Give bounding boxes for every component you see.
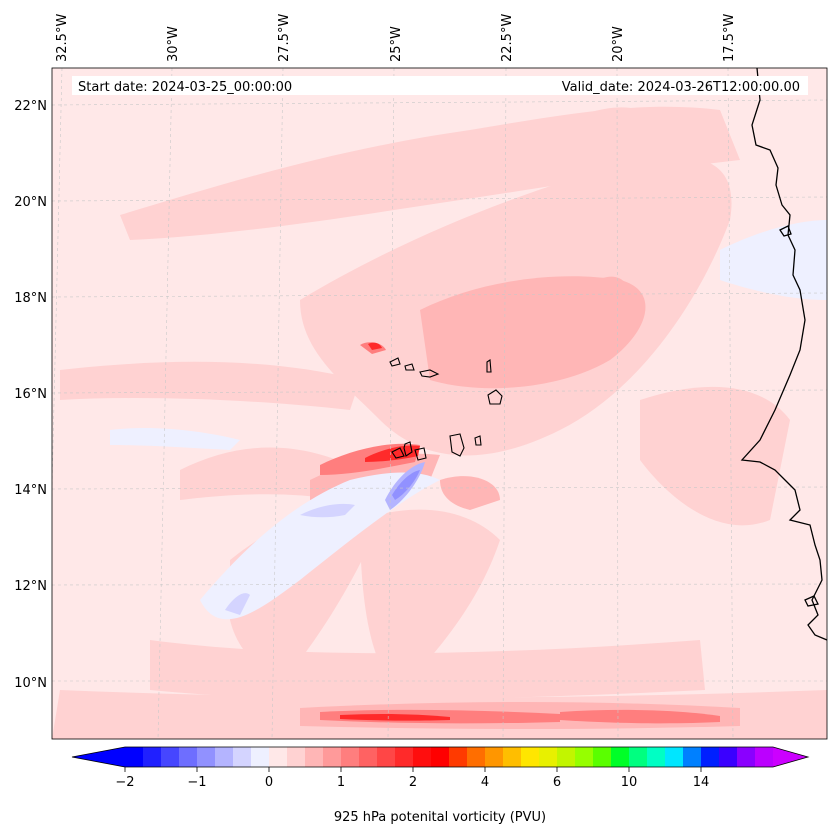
colorbar-extend-high [773,747,808,767]
coastline-africa [740,68,827,641]
colorbar-segment [575,747,594,767]
pv-contours-negative [110,220,827,620]
colorbar: −2 −1 0 1 2 4 6 10 14 925 hPa potenital vorticit… [71,746,810,825]
lon-label: 25°W [389,26,404,62]
lat-label: 20°N [14,195,47,210]
latitude-labels: 22°N 20°N 18°N 16°N 14°N 12°N 10°N [14,99,47,691]
lon-label: 22.5°W [500,14,515,62]
colorbar-segment [467,747,486,767]
colorbar-tick-label: −2 [115,775,134,790]
pv-contours-max [340,342,450,721]
colorbar-segment [737,747,756,767]
longitude-labels: 32.5°W 30°W 27.5°W 25°W 22.5°W 20°W 17.5… [55,14,737,62]
colorbar-tick-label: 0 [265,775,273,790]
lon-label: 20°W [611,26,626,62]
lat-label: 18°N [14,291,47,306]
colorbar-segment [161,747,180,767]
colorbar-segment [647,747,666,767]
colorbar-segment [755,747,774,767]
colorbar-segment [449,747,468,767]
colorbar-segment [287,747,306,767]
lon-label: 27.5°W [277,14,292,62]
colorbar-segments [125,747,774,767]
map-panel [52,68,827,739]
colorbar-tick-label: 6 [553,775,561,790]
colorbar-segment [341,747,360,767]
colorbar-segment [233,747,252,767]
info-bar [72,76,808,95]
map-frame [51,67,828,740]
colorbar-segment [485,747,504,767]
start-date-label: Start date: 2024-03-25_00:00:00 [78,80,292,95]
colorbar-segment [125,747,144,767]
lat-label: 16°N [14,387,47,402]
colorbar-segment [683,747,702,767]
colorbar-segment [557,747,576,767]
colorbar-segment [431,747,450,767]
colorbar-segment [701,747,720,767]
cape-verde-islands [389,357,503,461]
colorbar-segment [629,747,648,767]
lon-label: 17.5°W [722,14,737,62]
colorbar-tick-label: −1 [187,775,206,790]
colorbar-segment [269,747,288,767]
colorbar-tick-label: 2 [409,775,417,790]
colorbar-segment [377,747,396,767]
colorbar-tick-label: 1 [337,775,345,790]
colorbar-segment [323,747,342,767]
colorbar-segment [143,747,162,767]
colorbar-segment [665,747,684,767]
lat-label: 12°N [14,579,47,594]
colorbar-segment [179,747,198,767]
colorbar-segment [521,747,540,767]
lat-label: 10°N [14,676,47,691]
lon-label: 30°W [166,26,181,62]
colorbar-tick-label: 4 [481,775,489,790]
colorbar-label: 925 hPa potenital vorticity (PVU) [334,810,546,825]
valid-date-label: Valid_date: 2024-03-26T12:00:00.00 [562,80,800,95]
colorbar-segment [413,747,432,767]
colorbar-segment [251,747,270,767]
colorbar-segment [539,747,558,767]
colorbar-extend-low [72,747,125,767]
colorbar-segment [197,747,216,767]
lon-label: 32.5°W [55,14,70,62]
colorbar-segment [611,747,630,767]
colorbar-tick-label: 14 [693,775,710,790]
colorbar-segment [215,747,234,767]
colorbar-segment [305,747,324,767]
colorbar-segment [719,747,738,767]
lat-label: 14°N [14,483,47,498]
graticule [52,68,827,739]
colorbar-tick-label: 10 [621,775,638,790]
colorbar-segment [593,747,612,767]
colorbar-ticks: −2 −1 0 1 2 4 6 10 14 [115,767,709,790]
colorbar-segment [395,747,414,767]
colorbar-segment [503,747,522,767]
colorbar-segment [359,747,378,767]
lat-label: 22°N [14,99,47,114]
